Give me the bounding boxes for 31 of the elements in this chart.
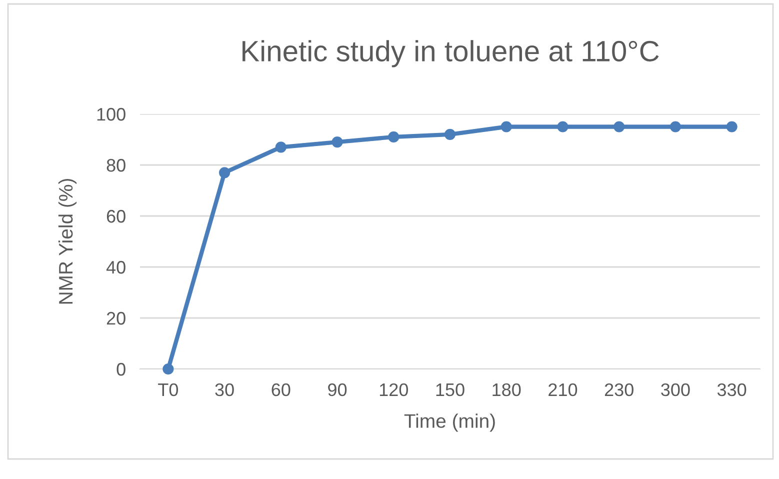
point bbox=[557, 121, 568, 132]
point bbox=[670, 121, 682, 132]
y-tick-label: 40 bbox=[106, 260, 126, 274]
x-tick-label: 300 bbox=[661, 383, 690, 396]
point bbox=[332, 136, 343, 148]
point bbox=[444, 128, 456, 140]
y-tick-label: 100 bbox=[97, 108, 126, 121]
x-tick-label: T0 bbox=[158, 383, 178, 396]
x-tick-label: 60 bbox=[272, 383, 290, 396]
y-tick-label: 0 bbox=[116, 362, 126, 376]
x-tick-label: 30 bbox=[215, 383, 234, 396]
point bbox=[162, 363, 174, 375]
x-axis-title: Time (min) bbox=[404, 414, 495, 432]
y-tick-label: 80 bbox=[106, 158, 126, 172]
point bbox=[614, 121, 625, 132]
chart-title: Kinetic study in toluene at 110°C bbox=[242, 40, 659, 68]
x-tick-label: 230 bbox=[604, 383, 634, 396]
x-tick-label: 330 bbox=[717, 383, 746, 396]
x-tick-label: 180 bbox=[492, 383, 521, 396]
point bbox=[218, 167, 230, 178]
x-tick-label: 150 bbox=[436, 383, 464, 396]
point bbox=[500, 121, 512, 132]
y-tick-label: 60 bbox=[106, 210, 126, 223]
point bbox=[726, 121, 738, 132]
y-axis-title: NMR Yield (%) bbox=[58, 178, 77, 304]
y-tick-label: 20 bbox=[106, 312, 126, 325]
x-tick-label: 210 bbox=[548, 383, 578, 396]
point bbox=[388, 131, 400, 143]
point bbox=[275, 142, 286, 153]
x-tick-label: 90 bbox=[328, 383, 347, 396]
x-tick-label: 120 bbox=[380, 383, 408, 396]
